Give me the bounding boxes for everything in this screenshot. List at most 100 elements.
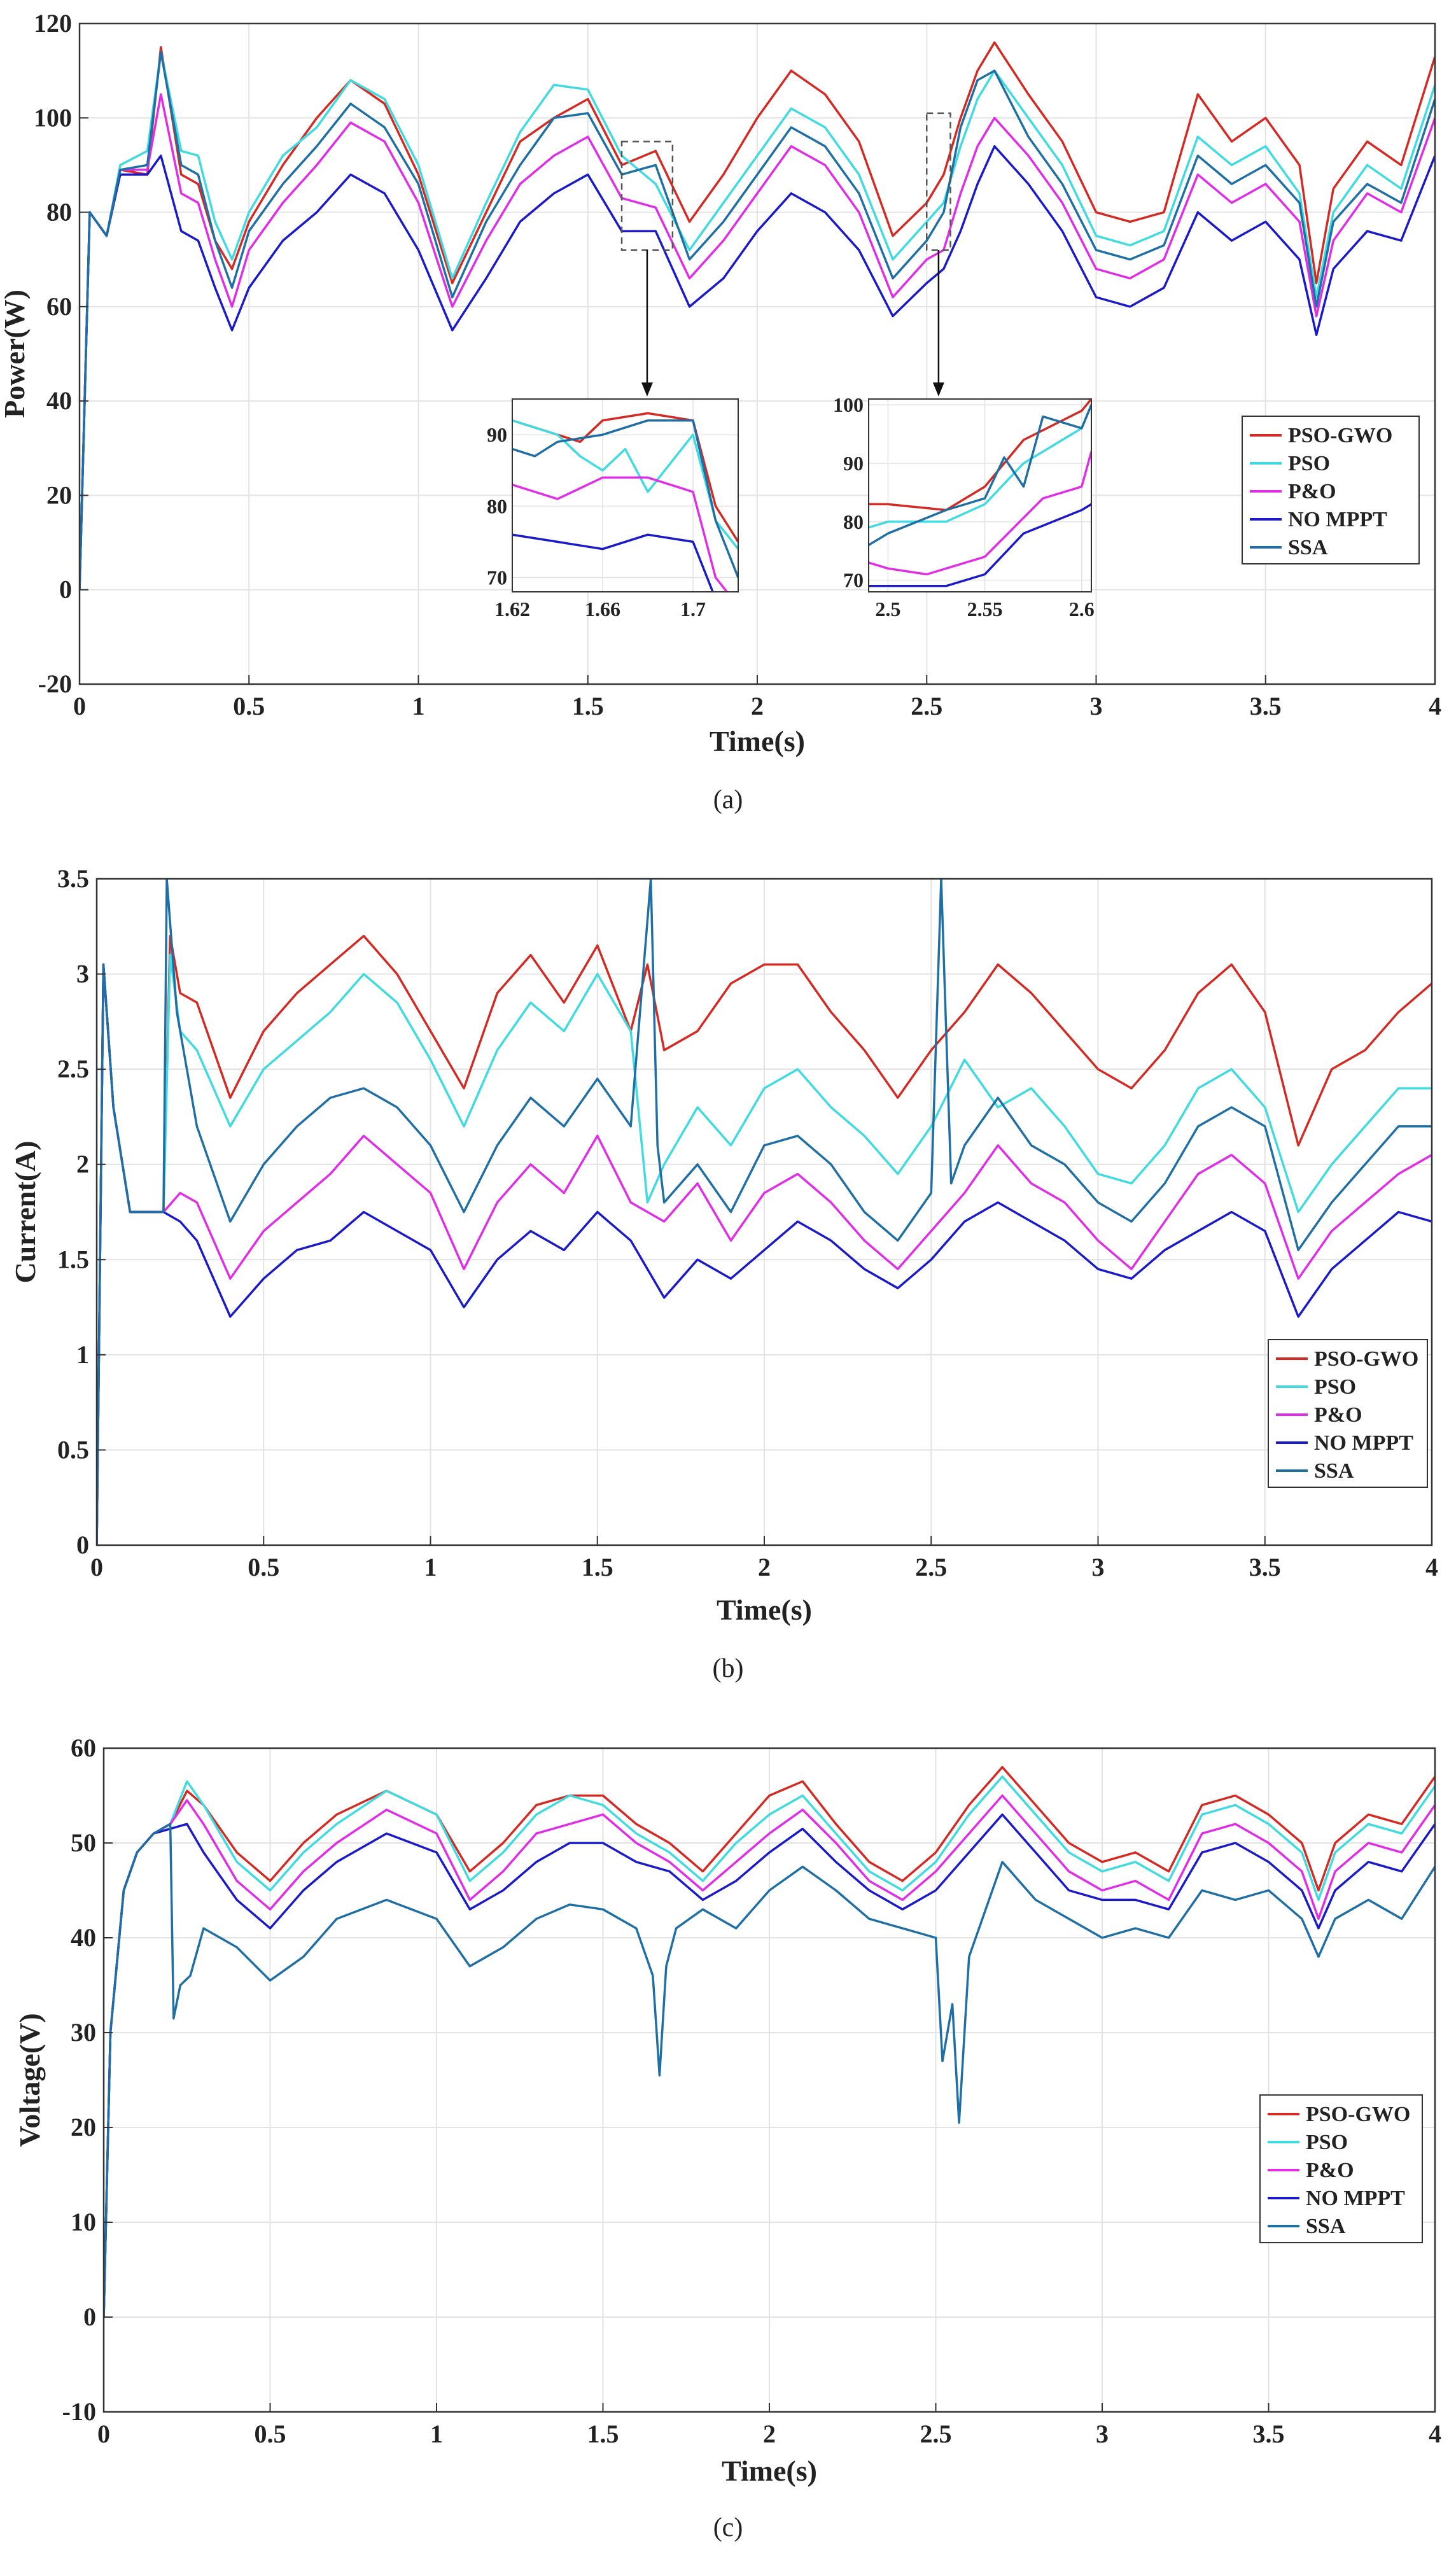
legend: PSO-GWO PSO P&O NO MPPT SSA [1259,2094,1423,2243]
x-tick-label: 3 [1092,1553,1105,1581]
y-tick-label: 40 [46,386,72,415]
panel-caption: (b) [713,1654,744,1683]
chart-c-series-p-o [104,1794,1435,2318]
y-tick-label: 3 [76,960,89,988]
y-axis-title: Voltage(V) [13,2013,46,2147]
y-tick-label: 20 [71,2113,96,2141]
legend-label-ssa: SSA [1314,1459,1354,1483]
inset-a-inset-2-series-p-o [869,451,1091,576]
y-tick-label: 2.5 [57,1054,89,1083]
inset-a-inset-1-series-no-mppt [512,533,714,592]
chart-b-series-pso-gwo [97,934,1432,1545]
chart-c: 0 0.5 1 1.5 2 2.5 3 3.5 4-100102030405060Time(s)… [13,1734,1441,2542]
y-tick-label: -20 [38,669,72,698]
x-tick-label: 1.5 [572,692,604,720]
x-tick-label: 4 [1429,692,1441,720]
x-tick-label: 1.5 [582,1553,613,1581]
y-tick-label: 1 [76,1340,89,1369]
legend-label-pso-gwo: PSO-GWO [1314,1347,1418,1371]
inset-x-tick-label: 1.7 [680,598,706,620]
y-axis-title: Power(W) [0,290,31,418]
y-tick-label: 0 [83,2302,96,2331]
y-tick-label: 20 [46,480,72,509]
x-tick-label: 2.5 [920,2420,952,2448]
x-tick-label: 1 [412,692,425,720]
chart-c-series-pso [104,1775,1435,2318]
inset-a-inset-2-series-no-mppt [869,503,1091,587]
y-tick-label: 100 [34,103,72,132]
y-tick-label: 2 [76,1150,89,1179]
inset-y-tick-label: 70 [487,566,507,589]
inset-y-tick-label: 80 [487,494,507,517]
x-tick-label: 0 [97,2420,110,2448]
chart-b-series-ssa [97,879,1432,1545]
chart-b-series-no-mppt [97,963,1432,1545]
x-tick-label: 4 [1425,1553,1438,1581]
legend-label-pso: PSO [1314,1375,1356,1399]
panel-caption: (c) [713,2513,743,2542]
legend-label-pso: PSO [1306,2131,1348,2154]
inset-a-inset-1-series-pso-gwo [512,412,738,543]
zoom-region-box [926,112,951,251]
inset-x-tick-label: 1.66 [585,598,620,620]
y-tick-label: 10 [71,2208,96,2236]
panel-caption: (a) [713,785,743,815]
y-tick-label: 120 [34,9,72,38]
legend: PSO-GWO PSO P&O NO MPPT SSA [1242,416,1420,564]
y-tick-label: 40 [71,1923,96,1952]
inset-a-inset-1-series-p-o [512,476,729,592]
x-tick-label: 0.5 [233,692,265,720]
x-tick-label: 3 [1090,692,1103,720]
legend-label-ssa: SSA [1288,536,1328,559]
y-tick-label: 60 [71,1734,96,1762]
x-tick-label: 2.5 [911,692,942,720]
inset-a-inset-2: 2.5 2.55 2.6 70 80 90 100 [833,112,1095,620]
x-tick-label: 2 [751,692,764,720]
inset-y-tick-label: 80 [843,510,864,533]
x-tick-label: 4 [1429,2420,1441,2448]
inset-frame [512,398,739,592]
inset-x-tick-label: 2.55 [967,598,1003,620]
inset-y-tick-label: 100 [833,393,864,416]
legend: PSO-GWO PSO P&O NO MPPT SSA [1268,1339,1428,1488]
x-tick-label: 2 [758,1553,771,1581]
legend-label-no-mppt: NO MPPT [1306,2187,1405,2210]
y-tick-label: 60 [46,292,72,321]
inset-background [869,399,1091,592]
y-tick-label: 0.5 [57,1435,89,1464]
legend-label-p-o: P&O [1306,2159,1354,2182]
chart-b: 0 0.5 1 1.5 2 2.5 3 3.5 4 0 0.5 1 1.5 2 2.5 3 3.5 Time(s)… [9,864,1438,1683]
legend-label-pso-gwo: PSO-GWO [1306,2103,1410,2126]
y-axis-title: Current(A) [9,1141,41,1284]
legend-label-p-o: P&O [1314,1403,1362,1427]
x-tick-label: 0.5 [248,1553,279,1581]
y-tick-label: 0 [76,1531,89,1559]
chart-a-series-p-o [80,93,1435,590]
inset-y-tick-label: 70 [843,569,864,592]
inset-y-tick-label: 90 [843,452,864,475]
inset-a-inset-2-series-pso-gwo [869,399,1091,512]
legend-label-p-o: P&O [1288,480,1336,503]
y-tick-label: 3.5 [57,864,89,893]
chart-a-series-no-mppt [80,145,1435,590]
x-axis-title: Time(s) [717,1594,812,1626]
x-tick-label: 0 [73,692,86,720]
inset-a-inset-2-series-ssa [869,404,1091,546]
inset-y-tick-label: 90 [487,423,507,446]
y-tick-label: -10 [62,2397,96,2426]
x-tick-label: 3 [1096,2420,1109,2448]
legend-label-pso-gwo: PSO-GWO [1288,424,1392,447]
inset-frame [868,398,1092,592]
y-tick-label: 50 [71,1828,96,1857]
y-tick-label: 30 [71,2018,96,2047]
inset-a-inset-1-series-ssa [512,419,738,578]
x-axis-title: Time(s) [722,2455,817,2487]
inset-x-tick-label: 1.62 [494,598,530,620]
legend-label-no-mppt: NO MPPT [1314,1431,1413,1455]
inset-x-tick-label: 2.6 [1069,598,1095,620]
chart-c-series-pso-gwo [104,1766,1435,2318]
x-tick-label: 2 [763,2420,776,2448]
chart-a-series-pso [80,50,1435,590]
legend-label-no-mppt: NO MPPT [1288,508,1387,531]
legend-label-ssa: SSA [1306,2215,1346,2238]
